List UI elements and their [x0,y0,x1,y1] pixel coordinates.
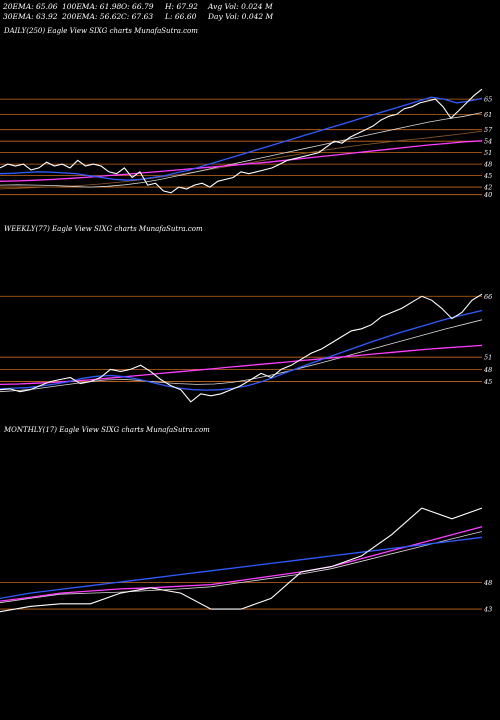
header-dayvol: Day Vol: 0.042 M [208,12,274,21]
header-ema100: 100EMA: 61.98 [62,2,122,11]
monthly-ema-slow-line [0,526,483,602]
weekly-ema-fast-line [0,309,483,391]
monthly-level-label: 48 [483,579,492,587]
header-avgvol: Avg Vol: 0.024 M [208,2,273,11]
weekly-level-label: 66 [484,293,492,301]
weekly-ema-slow-line [0,344,483,386]
monthly-ema-mid-line [0,531,483,604]
weekly-level-label: 48 [483,366,492,374]
monthly-price-line [0,507,483,613]
header-high: H: 67.92 [165,2,198,11]
header-low: L: 66.60 [165,12,197,21]
weekly-ema-mid-line [0,319,483,393]
daily-level-label: 51 [484,149,492,157]
daily-level-label: 45 [483,172,492,180]
monthly-ema-fast-line [0,536,483,600]
daily-level-label: 48 [483,161,492,169]
daily-ema-fast-line [0,96,483,181]
header-ema30: 30EMA: 63.92 [3,12,58,21]
weekly-level-label: 51 [484,354,492,362]
header-ema20: 20EMA: 65.06 [3,2,58,11]
weekly-level-label: 45 [483,378,492,386]
monthly-chart: 48 43 [0,507,492,614]
daily-level-label: 54 [484,138,492,146]
weekly-price-line [0,293,483,403]
header-close: C: 67.63 [121,12,154,21]
daily-level-label: 40 [483,191,492,199]
daily-ema-mid-line [0,112,483,188]
daily-panel-title: DAILY(250) Eagle View SIXG charts Munafa… [4,27,198,35]
daily-ema-brown-line [0,130,483,190]
daily-level-label: 42 [483,184,492,192]
header-ema200: 200EMA: 56.62 [62,12,122,21]
daily-price-line [0,88,483,194]
daily-level-label: 61 [484,111,492,119]
daily-level-label: 65 [484,96,492,104]
weekly-chart: 66 51 48 45 [0,293,492,403]
daily-ema-slow-line [0,140,483,182]
header-open: O: 66.79 [121,2,154,11]
weekly-panel-title: WEEKLY(77) Eagle View SIXG charts Munafa… [4,225,203,233]
monthly-panel-title: MONTHLY(17) Eagle View SIXG charts Munaf… [4,426,210,434]
monthly-level-label: 43 [483,606,492,614]
daily-level-label: 57 [484,126,493,134]
